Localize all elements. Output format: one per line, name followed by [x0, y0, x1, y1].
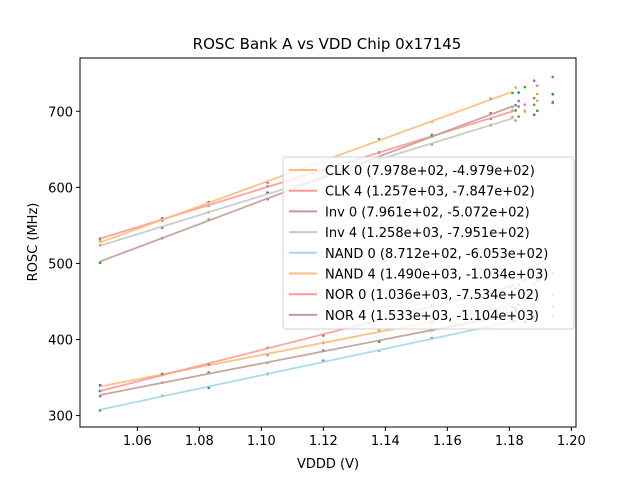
x-tick-label: 1.18 — [495, 434, 524, 449]
data-point — [535, 84, 539, 87]
y-tick-label: 400 — [48, 334, 73, 349]
data-point — [551, 92, 555, 96]
data-point — [523, 103, 527, 107]
data-point — [551, 101, 555, 105]
data-point — [535, 99, 539, 103]
data-point — [551, 75, 555, 79]
x-tick-label: 1.20 — [557, 434, 586, 449]
axes-frame — [79, 57, 577, 428]
x-tick-label: 1.10 — [247, 434, 276, 449]
legend: CLK 0 (7.978e+02, -4.979e+02) CLK 4 (1.25… — [282, 156, 575, 330]
data-point — [532, 103, 536, 107]
data-point — [535, 109, 539, 113]
data-point — [514, 119, 517, 122]
y-tick-label: 500 — [48, 257, 73, 272]
x-tick-label: 1.14 — [371, 434, 400, 449]
y-axis-label: ROSC (MHz) — [26, 203, 41, 282]
y-tick-label: 300 — [48, 410, 73, 425]
x-axis: 1.06 1.08 1.10 1.12 1.14 1.16 1.18 1.20 — [123, 427, 586, 449]
legend-entry: NOR 0 (1.036e+03, -7.534e+02) — [325, 288, 539, 303]
data-point — [517, 91, 520, 94]
legend-entry: NAND 4 (1.490e+03, -1.034e+03) — [325, 268, 548, 283]
data-point — [517, 105, 520, 108]
data-point — [514, 109, 517, 112]
data-point — [532, 79, 536, 83]
y-axis: 300 400 500 600 700 — [48, 105, 80, 425]
data-point — [514, 103, 517, 107]
data-point — [532, 96, 536, 100]
data-point — [517, 115, 520, 118]
y-tick-label: 700 — [48, 105, 73, 120]
data-point — [517, 99, 520, 103]
legend-entry: CLK 4 (1.257e+03, -7.847e+02) — [325, 185, 535, 200]
x-tick-label: 1.16 — [433, 434, 462, 449]
y-tick-label: 600 — [48, 181, 73, 196]
x-axis-label: VDDD (V) — [297, 457, 359, 472]
data-point — [523, 110, 527, 113]
data-point — [535, 92, 539, 96]
legend-entry: Inv 4 (1.258e+03, -7.951e+02) — [325, 226, 530, 241]
x-tick-label: 1.08 — [185, 434, 214, 449]
fit-line — [99, 320, 513, 411]
data-point — [532, 113, 536, 117]
legend-entry: Inv 0 (7.961e+02, -5.072e+02) — [325, 205, 530, 220]
legend-entry: CLK 0 (7.978e+02, -4.979e+02) — [325, 164, 535, 179]
x-tick-label: 1.12 — [309, 434, 338, 449]
legend-box — [282, 156, 575, 330]
chart-title: ROSC Bank A vs VDD Chip 0x17145 — [193, 35, 462, 53]
x-tick-label: 1.06 — [123, 434, 152, 449]
legend-entry: NAND 0 (8.712e+02, -6.053e+02) — [325, 247, 548, 262]
data-point — [514, 86, 517, 89]
data-point — [523, 85, 527, 89]
legend-entry: NOR 4 (1.533e+03, -1.104e+03) — [325, 309, 539, 324]
